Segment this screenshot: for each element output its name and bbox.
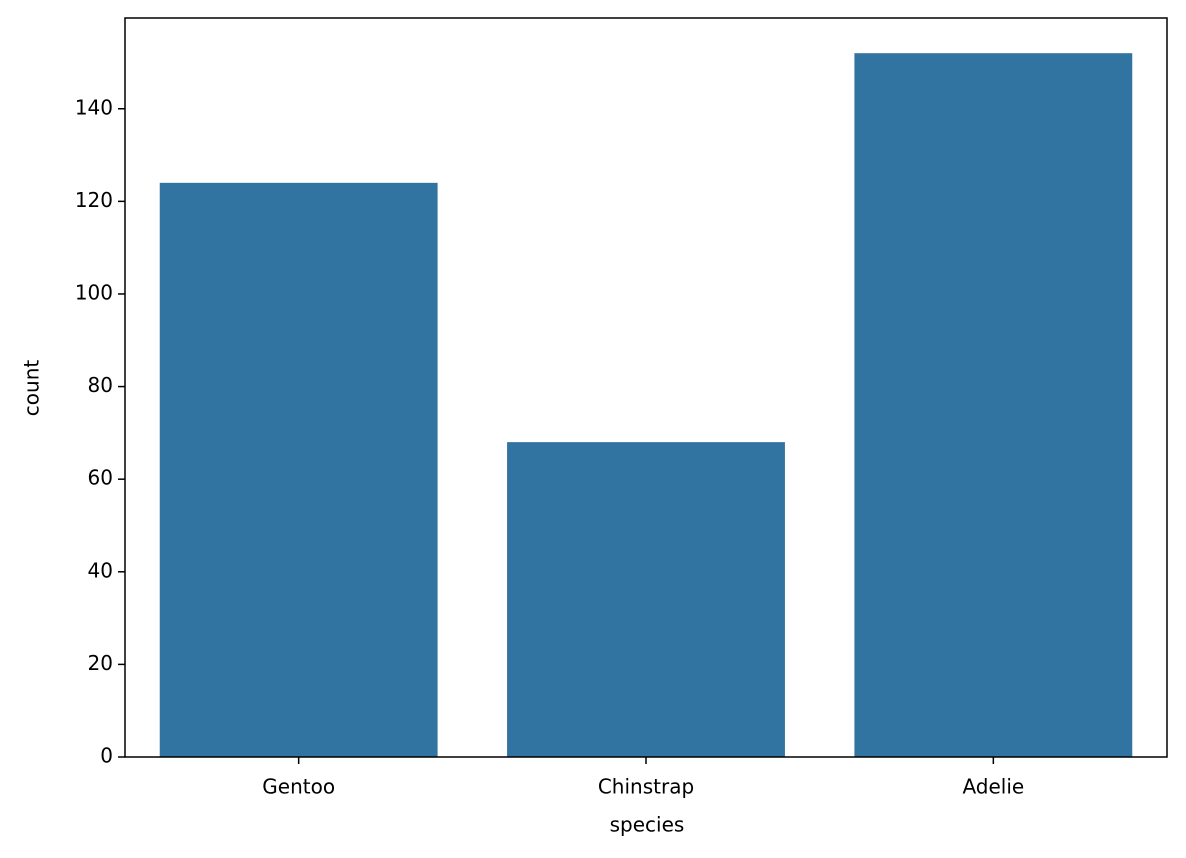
y-tick-label: 40 [88,558,113,582]
bar [854,53,1133,757]
bar [159,182,438,757]
y-tick-label: 80 [88,373,113,397]
bar [507,442,785,757]
x-axis-label: species [610,813,685,837]
x-tick-label: Gentoo [262,775,335,799]
y-axis-label: count [20,360,44,417]
x-tick-label: Chinstrap [598,775,694,799]
y-tick-label: 120 [75,188,113,212]
y-tick-label: 100 [75,280,113,304]
y-tick-label: 20 [88,651,113,675]
x-tick-label: Adelie [962,775,1024,799]
y-tick-label: 60 [88,466,113,490]
y-tick-label: 140 [75,95,113,119]
y-tick-label: 0 [100,744,113,768]
plot-frame [124,17,1168,758]
